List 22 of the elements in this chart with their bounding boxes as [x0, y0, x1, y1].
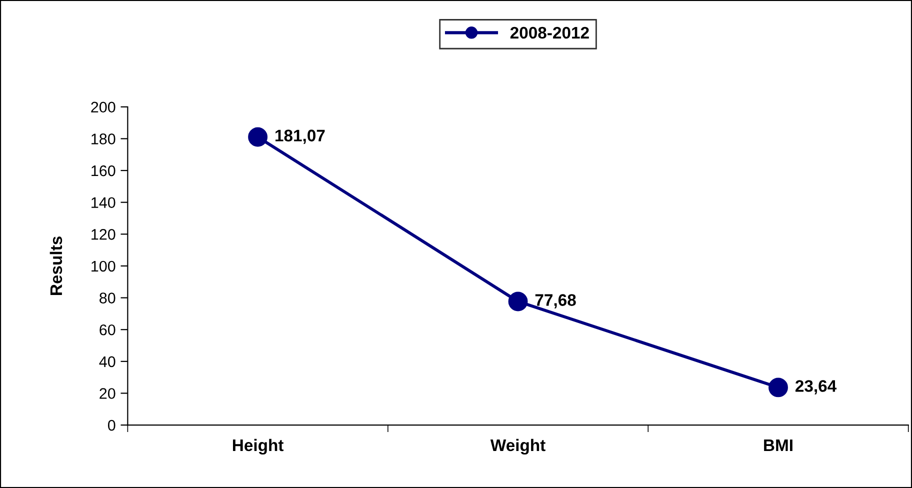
y-tick-label: 200 [91, 102, 116, 113]
y-tick-label: 120 [92, 229, 116, 240]
x-tick-label: BMI [764, 440, 792, 452]
x-tick-label: Weight [490, 438, 546, 455]
data-label: 181,07 [276, 130, 325, 144]
y-tick-label: 160 [92, 165, 116, 176]
y-axis-title: Results [50, 236, 62, 295]
y-tick-label: 100 [92, 260, 116, 272]
y-tick-label: 80 [100, 292, 116, 304]
y-tick-label: 40 [99, 356, 116, 368]
data-label: 23,64 [795, 380, 837, 394]
x-tick-label: Height [232, 438, 284, 455]
point [768, 378, 788, 398]
point [248, 127, 268, 147]
point [508, 292, 528, 312]
y-tick-label: 180 [92, 134, 116, 144]
y-tick-label: 60 [100, 324, 116, 336]
legend-label: 2008-2012 [510, 26, 589, 39]
y-tick-label: 0 [108, 420, 116, 431]
data-label: 77,68 [535, 294, 576, 308]
y-tick-label: 140 [92, 197, 116, 208]
y-tick-label: 20 [100, 388, 116, 399]
